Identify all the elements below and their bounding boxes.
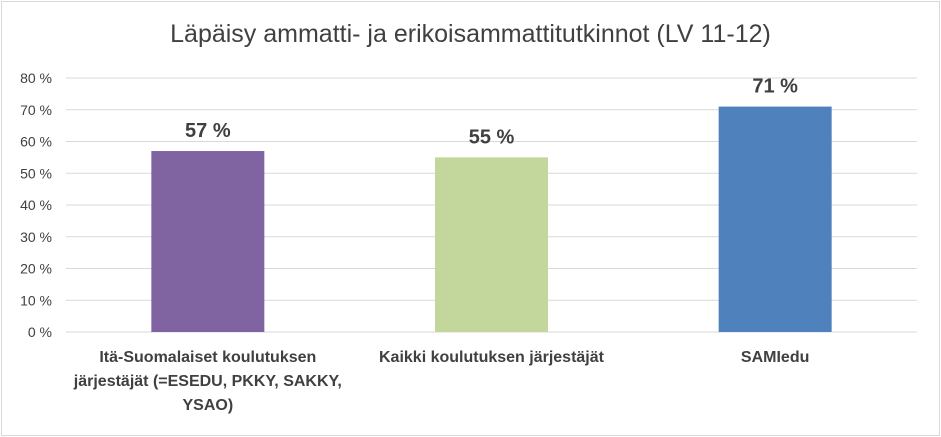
y-tick-label: 50 % — [20, 165, 52, 181]
y-tick-label: 10 % — [20, 292, 52, 308]
data-label: 57 % — [185, 120, 231, 142]
y-tick-label: 40 % — [20, 197, 52, 213]
y-tick-label: 70 % — [20, 102, 52, 118]
bar — [151, 151, 265, 332]
category-label: SAMIedu — [740, 349, 810, 366]
y-tick-label: 60 % — [20, 134, 52, 150]
y-tick-label: 0 % — [28, 324, 52, 340]
category-label: Itä-Suomalaiset koulutuksen järjestäjät … — [73, 349, 342, 414]
y-tick-label: 80 % — [20, 70, 52, 86]
data-label: 55 % — [469, 126, 515, 148]
bar — [718, 106, 832, 332]
chart-title: Läpäisy ammatti- ja erikoisammattitutkin… — [170, 20, 771, 48]
data-label: 71 % — [752, 76, 798, 98]
y-tick-label: 30 % — [20, 229, 52, 245]
y-tick-label: 20 % — [20, 261, 52, 277]
bar — [435, 157, 548, 332]
category-label: Kaikki koulutuksen järjestäjät — [379, 349, 604, 366]
